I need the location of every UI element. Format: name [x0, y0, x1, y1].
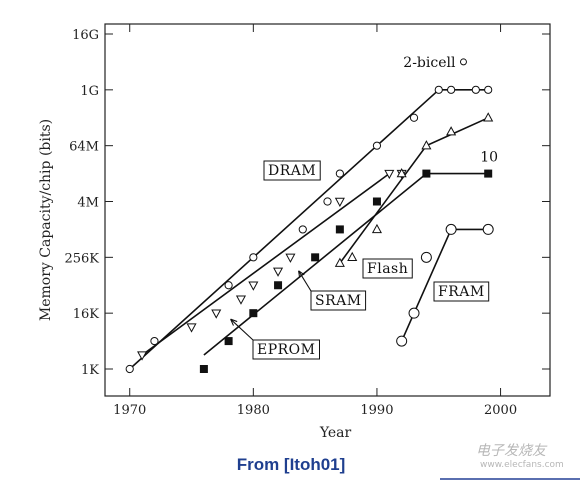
2-bicell-label: 2-bicell — [403, 55, 456, 71]
sram-point — [186, 323, 197, 333]
flash-point — [483, 112, 494, 122]
fram-label-box — [433, 281, 490, 302]
eprom-label-text: EPROM — [257, 342, 316, 358]
flash-label-box — [362, 258, 413, 279]
y-tick-label: 64M — [69, 140, 99, 155]
x-axis-title: Year — [319, 425, 352, 441]
dram-point — [323, 197, 332, 206]
sram-point — [273, 267, 284, 277]
dram-label: DRAM — [263, 160, 321, 181]
sram-point — [235, 295, 247, 305]
dram-point — [249, 253, 258, 262]
flash-trend-line — [339, 117, 489, 264]
fram-trend-line — [400, 228, 489, 342]
x-tick-label: 1970 — [113, 403, 146, 418]
eprom-10-label: 10 — [480, 150, 498, 166]
flash-label: Flash — [362, 258, 413, 279]
plot-axes: 1K 16K 256K 4M 64M 1G 16G 1970 1980 1990 2000 Year M… — [38, 23, 551, 441]
sram-point — [137, 351, 148, 361]
eprom-point — [274, 281, 283, 290]
watermark: 电子发烧友 www.elecfans.com — [440, 436, 580, 480]
watermark-title: 电子发烧友 — [476, 443, 546, 459]
chart-caption: From [Itoh01] — [236, 455, 346, 474]
dram-trend-line — [129, 89, 440, 370]
eprom-point — [484, 169, 493, 178]
fram-point — [482, 223, 494, 235]
dram-point — [484, 85, 493, 94]
eprom-point — [199, 365, 208, 373]
sram-label-arrow-line — [298, 270, 312, 292]
flash-point — [446, 126, 457, 136]
dram-point — [372, 141, 382, 150]
eprom-trend-line — [203, 172, 427, 356]
y-axis-title: Memory Capacity/chip (bits) — [38, 119, 54, 321]
y-tick-label: 4M — [77, 196, 99, 211]
x-tick-label: 1980 — [237, 403, 270, 418]
eprom-point — [422, 169, 431, 178]
dram-label-box — [263, 160, 321, 181]
series-markers — [125, 58, 494, 374]
sram-trend-line — [141, 172, 390, 356]
fram-label-text: FRAM — [438, 284, 485, 300]
dram-point — [224, 281, 233, 290]
series-labels: 2-bicell 10 DRAM SRAM EPROM Flash FRAM — [230, 55, 498, 360]
eprom-label: EPROM — [252, 339, 320, 360]
y-tick-label: 256K — [64, 251, 99, 266]
flash-point — [334, 257, 345, 267]
sram-point — [285, 253, 296, 263]
flash-label-text: Flash — [367, 261, 408, 277]
x-tick-label: 2000 — [484, 403, 517, 418]
flash-point — [347, 251, 358, 262]
watermark-url: www.elecfans.com — [480, 460, 564, 470]
watermark-line — [440, 478, 580, 480]
sram-point — [248, 281, 259, 291]
eprom-label-arrow-line — [230, 318, 254, 341]
sram-point — [211, 309, 222, 319]
x-tick-label: 1990 — [360, 403, 393, 418]
dram-point — [471, 85, 480, 94]
flash-point — [421, 140, 432, 150]
fram-point — [396, 335, 408, 347]
dram-point — [298, 225, 307, 234]
sram-point — [384, 169, 395, 180]
fram-point — [408, 307, 420, 319]
series-lines — [129, 89, 489, 370]
y-tick-label: 1G — [80, 84, 99, 99]
y-tick-label: 1K — [81, 363, 99, 378]
dram-point — [125, 364, 134, 374]
y-tick-label: 16K — [73, 307, 100, 322]
dram-point — [447, 85, 456, 94]
eprom-point — [372, 197, 381, 206]
flash-point — [371, 223, 382, 234]
flash-point — [396, 168, 407, 178]
dram-label-text: DRAM — [268, 163, 316, 179]
eprom-point — [335, 225, 344, 234]
fram-label: FRAM — [433, 281, 490, 302]
2-bicell-point — [459, 58, 467, 66]
sram-label-box — [310, 290, 367, 311]
sram-point — [334, 197, 345, 208]
eprom-point — [224, 337, 233, 346]
eprom-point — [311, 253, 320, 262]
sram-label-text: SRAM — [315, 293, 362, 309]
eprom-label-arrowhead — [230, 318, 238, 326]
y-tick-label: 16G — [72, 28, 99, 43]
fram-point — [420, 251, 432, 263]
dram-point — [150, 336, 159, 346]
eprom-point — [249, 309, 258, 318]
eprom-label-box — [252, 339, 320, 360]
dram-point — [409, 113, 419, 122]
dram-point — [335, 169, 344, 178]
sram-label: SRAM — [310, 290, 367, 311]
fram-point — [445, 223, 457, 235]
sram-label-arrowhead — [298, 270, 305, 278]
dram-point — [434, 85, 443, 94]
plot-frame — [104, 23, 551, 397]
